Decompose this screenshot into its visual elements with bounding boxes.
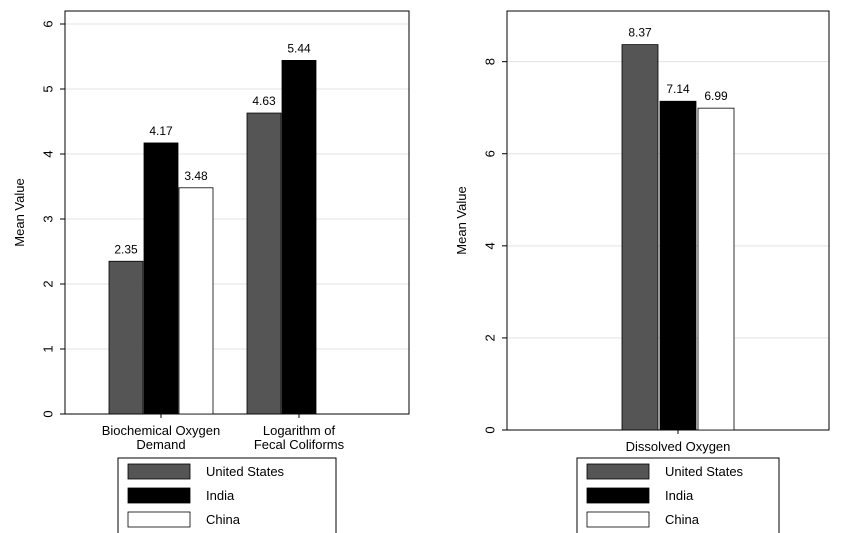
bar-united-states-biochemical-oxygen-demand — [108, 260, 144, 415]
legend-swatch-india — [586, 487, 650, 504]
legend: United States India China — [117, 457, 337, 533]
y-tick-label: 4 — [482, 242, 497, 249]
bar-china-biochemical-oxygen-demand — [178, 187, 214, 415]
value-label-united-states-dissolved-oxygen: 8.37 — [628, 26, 652, 40]
value-label-india-biochemical-oxygen-demand: 4.17 — [149, 124, 173, 138]
y-tick-label: 3 — [40, 215, 55, 222]
legend-swatch-united-states — [586, 463, 650, 480]
legend-label-china: China — [665, 512, 700, 527]
legend-label-united-states: United States — [206, 464, 285, 479]
y-tick-label: 6 — [40, 20, 55, 27]
x-category-label: Biochemical Oxygen Demand — [102, 423, 221, 452]
value-label-india-dissolved-oxygen: 7.14 — [666, 82, 690, 96]
legend-swatch-china — [586, 511, 650, 528]
legend-label-china: China — [206, 512, 241, 527]
value-label-india-logarithm-of-fecal-coliforms: 5.44 — [287, 41, 311, 55]
legend-swatch-india — [127, 487, 191, 504]
legend-label-india: India — [206, 488, 235, 503]
legend-swatch-china — [127, 511, 191, 528]
y-tick-label: 8 — [482, 58, 497, 65]
y-tick-label: 0 — [482, 426, 497, 433]
y-tick-label: 4 — [40, 150, 55, 157]
bar-india-dissolved-oxygen — [659, 100, 697, 431]
legend-label-united-states: United States — [665, 464, 744, 479]
y-tick-label: 6 — [482, 150, 497, 157]
y-axis-label: Mean Value — [454, 186, 469, 254]
value-label-united-states-biochemical-oxygen-demand: 2.35 — [114, 242, 138, 256]
bar-china-dissolved-oxygen — [697, 107, 735, 431]
value-label-united-states-logarithm-of-fecal-coliforms: 4.63 — [252, 94, 276, 108]
bar-india-logarithm-of-fecal-coliforms — [281, 60, 317, 415]
y-tick-label: 5 — [40, 85, 55, 92]
y-axis-label: Mean Value — [12, 178, 27, 246]
bar-united-states-dissolved-oxygen — [621, 44, 659, 431]
legend-swatch-united-states — [127, 463, 191, 480]
y-tick-label: 1 — [40, 345, 55, 352]
y-tick-label: 2 — [482, 334, 497, 341]
value-label-china-biochemical-oxygen-demand: 3.48 — [184, 169, 208, 183]
chart-panel-1: 0 1 2 3 4 5 6 Mean Value 2.35 4.17 3.48 Biochemical… — [12, 10, 410, 533]
y-tick-label: 2 — [40, 280, 55, 287]
x-category-label: Logarithm of Fecal Coliforms — [254, 423, 345, 452]
legend: United States India China — [576, 457, 780, 533]
chart-panel-2: 0 2 4 6 8 Mean Value 8.37 7.14 6.99 Dissolved Oxy… — [454, 10, 830, 533]
bar-india-biochemical-oxygen-demand — [143, 142, 179, 415]
y-tick-label: 0 — [40, 410, 55, 417]
plot-frame — [64, 10, 410, 415]
value-label-china-dissolved-oxygen: 6.99 — [704, 89, 728, 103]
legend-label-india: India — [665, 488, 694, 503]
bar-united-states-logarithm-of-fecal-coliforms — [246, 112, 282, 415]
x-category-label: Dissolved Oxygen — [626, 439, 731, 454]
